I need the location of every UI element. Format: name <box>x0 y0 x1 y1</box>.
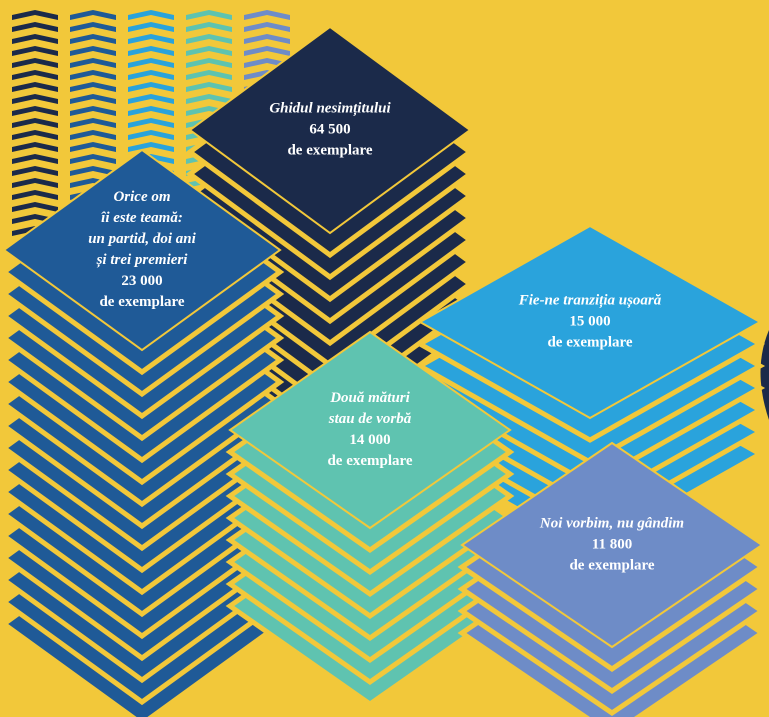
unit: de exemplare <box>99 294 184 310</box>
book-stack: Fie-ne tranziția ușoară 15 000 de exemplar… <box>414 224 766 553</box>
copies: 23 000 <box>121 273 162 289</box>
unit: de exemplare <box>287 142 372 158</box>
edge-shape <box>760 330 769 420</box>
stripe <box>12 58 58 68</box>
stripe <box>12 82 58 92</box>
stripe <box>244 46 290 56</box>
stack-top <box>460 441 764 649</box>
stripe <box>70 22 116 32</box>
stripe <box>12 178 58 188</box>
stripe <box>128 94 174 104</box>
stripe <box>12 154 58 164</box>
stripe <box>12 34 58 44</box>
stripe <box>70 142 116 152</box>
stripe <box>12 118 58 128</box>
book-title: Fie-ne tranziția ușoară <box>518 292 662 308</box>
stack-top <box>2 148 282 352</box>
stripe <box>128 118 174 128</box>
stripe <box>128 46 174 56</box>
stripe <box>70 118 116 128</box>
copies: 64 500 <box>309 121 350 137</box>
stripe <box>70 166 116 176</box>
book-stack: Noi vorbim, nu gândim 11 800 de exemplare <box>457 441 767 717</box>
copies: 15 000 <box>569 313 610 329</box>
unit: de exemplare <box>327 453 412 469</box>
unit: de exemplare <box>569 557 654 573</box>
stripe <box>12 94 58 104</box>
stripe <box>186 70 232 80</box>
stripe <box>12 166 58 176</box>
stripe <box>12 202 58 212</box>
stripe <box>12 190 58 200</box>
stripe <box>186 10 232 20</box>
stripe <box>70 82 116 92</box>
stripe <box>186 58 232 68</box>
stack-top <box>417 224 763 420</box>
copies: 11 800 <box>592 536 632 552</box>
book-title: Orice om <box>113 189 170 205</box>
stripe <box>128 106 174 116</box>
book-title: îi este teamă: <box>101 210 183 226</box>
stripe <box>12 106 58 116</box>
stripe <box>186 82 232 92</box>
stripe <box>70 106 116 116</box>
stripe <box>186 94 232 104</box>
book-title: Ghidul nesimțitului <box>269 100 391 116</box>
unit: de exemplare <box>547 334 632 350</box>
book-title: stau de vorbă <box>328 411 412 427</box>
stripe <box>128 34 174 44</box>
stripe <box>186 22 232 32</box>
stripe <box>70 58 116 68</box>
stripe <box>244 10 290 20</box>
stripe <box>70 94 116 104</box>
stripe <box>244 34 290 44</box>
stripe <box>128 130 174 140</box>
stripe <box>70 154 116 164</box>
stripe <box>70 34 116 44</box>
book-stack: Două mături stau de vorbă 14 000 de exempla… <box>225 330 515 708</box>
copies: 14 000 <box>349 432 390 448</box>
stripe <box>12 70 58 80</box>
stripe <box>244 22 290 32</box>
stripe <box>70 46 116 56</box>
book-stack: Orice om îi este teamă: un partid, doi ani… <box>0 148 285 717</box>
book-title: și trei premieri <box>96 252 189 268</box>
book-title: un partid, doi ani <box>88 231 196 247</box>
book-title: Două mături <box>329 390 410 406</box>
stack-top <box>188 25 472 235</box>
stripe <box>70 130 116 140</box>
stripe <box>186 46 232 56</box>
stripe <box>186 34 232 44</box>
stack-top <box>228 330 512 530</box>
stripe <box>128 70 174 80</box>
stripe <box>128 82 174 92</box>
stripe <box>12 130 58 140</box>
stripe <box>12 46 58 56</box>
stripe <box>12 10 58 20</box>
stripe <box>128 10 174 20</box>
stripe <box>12 22 58 32</box>
stripe <box>128 58 174 68</box>
stripe <box>128 142 174 152</box>
stripe <box>70 70 116 80</box>
stripe <box>128 22 174 32</box>
stripe <box>12 142 58 152</box>
book-title: Noi vorbim, nu gândim <box>539 515 684 531</box>
stripe <box>70 10 116 20</box>
